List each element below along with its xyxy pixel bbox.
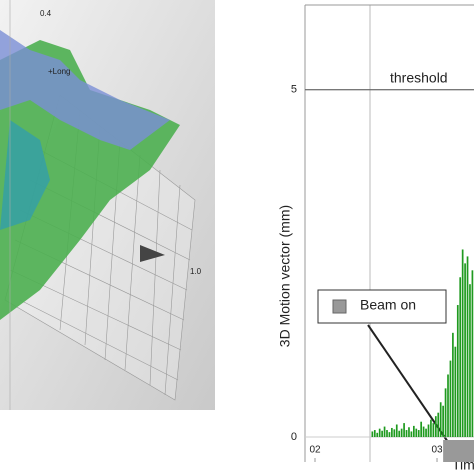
- bar: [452, 332, 454, 437]
- bar: [371, 431, 374, 437]
- bar: [434, 416, 437, 437]
- bar: [391, 427, 393, 437]
- x-tick-label: 02: [309, 445, 321, 456]
- image-label: 0.4: [40, 9, 52, 18]
- bar: [383, 426, 386, 437]
- bar: [439, 402, 442, 437]
- bar: [447, 374, 449, 437]
- y-axis-label: 3D Motion vector (mm): [277, 205, 293, 347]
- bar: [456, 305, 459, 437]
- bar: [430, 419, 432, 437]
- bar: [405, 430, 408, 437]
- bar: [376, 432, 379, 437]
- bar: [459, 277, 462, 437]
- chart: 3D Motion vector (mm) Tim Beam on 05thre…: [277, 4, 474, 473]
- threshold-label: threshold: [390, 69, 448, 85]
- bar: [461, 249, 464, 437]
- bar: [386, 430, 388, 437]
- bar: [388, 432, 391, 437]
- bar: [393, 429, 396, 437]
- legend-label: Beam on: [360, 297, 416, 313]
- y-tick-label: 0: [291, 431, 297, 443]
- bar: [378, 428, 381, 437]
- bar: [412, 425, 415, 437]
- bar: [415, 428, 418, 437]
- surface-teal: [0, 120, 50, 230]
- beam-on-bar: [443, 440, 474, 462]
- legend-swatch: [332, 299, 347, 314]
- bar: [408, 427, 410, 437]
- bar: [373, 430, 376, 437]
- bar: [464, 263, 466, 437]
- bar: [469, 284, 471, 437]
- bar: [432, 423, 435, 437]
- bar: [395, 424, 398, 437]
- y-tick-label: 5: [291, 84, 297, 96]
- bar: [427, 424, 430, 437]
- bar: [403, 423, 405, 437]
- surface-blue: [0, 30, 170, 150]
- axis-cone: [140, 245, 165, 262]
- bar: [381, 430, 383, 437]
- bar: [422, 426, 425, 437]
- bar: [442, 405, 444, 437]
- bar: [454, 346, 457, 437]
- bar: [398, 430, 401, 437]
- bar: [410, 431, 413, 437]
- image-label: +Long: [48, 67, 70, 76]
- bar: [449, 360, 452, 437]
- bar: [425, 428, 427, 437]
- bar: [444, 388, 447, 437]
- x-tick-label: 03: [431, 445, 443, 456]
- bar: [466, 256, 469, 437]
- surface-image: 0.4 +Long 1.0: [0, 0, 215, 410]
- bar: [437, 412, 440, 437]
- image-label: 1.0: [190, 267, 202, 276]
- bar: [471, 270, 474, 437]
- bar: [400, 428, 403, 437]
- bar: [417, 430, 420, 437]
- bar: [420, 421, 423, 437]
